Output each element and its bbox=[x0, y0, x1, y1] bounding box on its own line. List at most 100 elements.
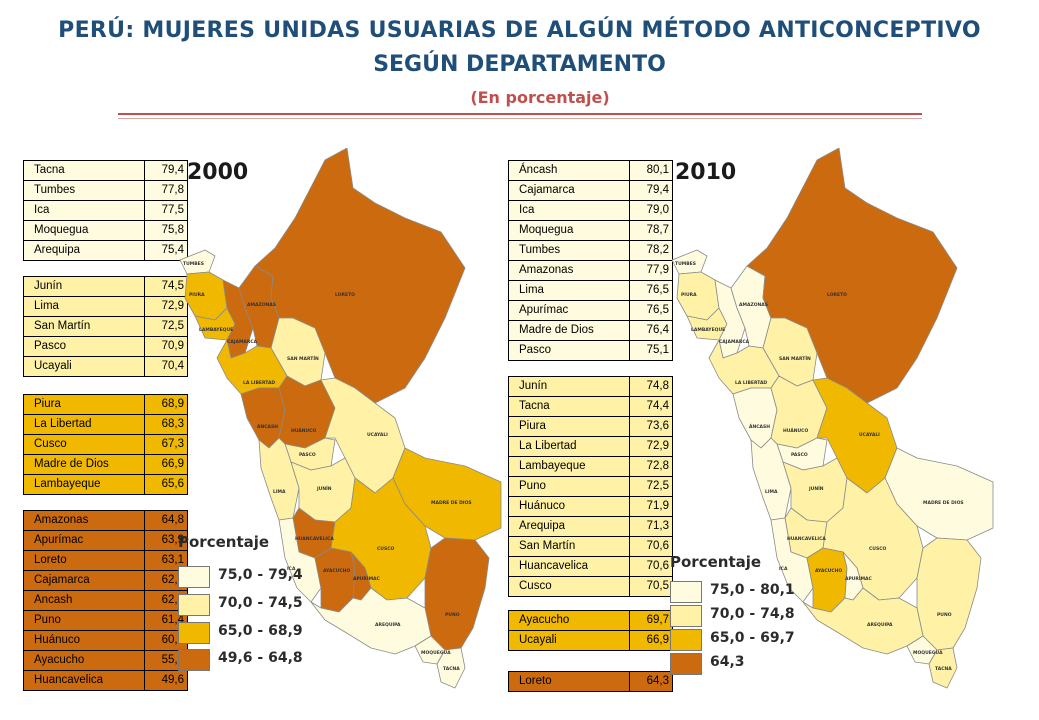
region-label-arequipa: AREQUIPA bbox=[867, 622, 893, 628]
legend-title: Porcentaje bbox=[178, 533, 270, 551]
region-label-apurimac: APURÍMAC bbox=[845, 574, 873, 582]
legend-label: 49,6 - 64,8 bbox=[218, 650, 303, 666]
table-row: Amazonas 77,9 bbox=[508, 260, 673, 281]
table-row: Moquegua 75,8 bbox=[23, 220, 188, 241]
table-row: San Martín 72,5 bbox=[23, 316, 188, 337]
title-rule-thin bbox=[118, 118, 922, 119]
percentage-value: 74,4 bbox=[629, 396, 673, 417]
region-label-san-martin: SAN MARTÍN bbox=[287, 354, 319, 362]
department-name: Ica bbox=[508, 200, 630, 221]
legend-label: 75,0 - 80,1 bbox=[710, 582, 795, 598]
department-name: Puno bbox=[23, 610, 145, 631]
department-name: Moquegua bbox=[508, 220, 630, 241]
region-label-lima: LIMA bbox=[273, 489, 286, 495]
department-name: Apurímac bbox=[508, 300, 630, 321]
department-name: Madre de Dios bbox=[23, 454, 145, 475]
region-tacna bbox=[436, 647, 466, 689]
percentage-value: 74,8 bbox=[629, 376, 673, 397]
department-name: Junín bbox=[23, 276, 145, 297]
department-name: Tacna bbox=[508, 396, 630, 417]
percentage-value: 68,9 bbox=[144, 394, 188, 415]
percentage-value: 77,5 bbox=[144, 200, 188, 221]
department-name: Lambayeque bbox=[23, 474, 145, 495]
region-label-ica: ICA bbox=[287, 566, 296, 572]
legend-swatch bbox=[178, 566, 210, 588]
department-name: Lima bbox=[508, 280, 630, 301]
department-name: Ucayali bbox=[23, 356, 145, 377]
department-name: Junín bbox=[508, 376, 630, 397]
percentage-value: 68,3 bbox=[144, 414, 188, 435]
legend-2000: Porcentaje 75,0 - 79,4 70,0 - 74,5 65,0 … bbox=[178, 533, 328, 673]
region-label-arequipa: AREQUIPA bbox=[375, 622, 401, 628]
percentage-value: 74,5 bbox=[144, 276, 188, 297]
year-label-2000: 2000 bbox=[187, 160, 249, 185]
department-name: Huánuco bbox=[23, 630, 145, 651]
table-row: Lima 76,5 bbox=[508, 280, 673, 301]
region-puno bbox=[916, 537, 982, 651]
table-row: Loreto 64,3 bbox=[508, 671, 673, 692]
value-group-1: Tacna 79,4 Tumbes 77,8 Ica 77,5 Moquegua 75,8 Ar… bbox=[23, 160, 188, 261]
percentage-value: 63,1 bbox=[144, 550, 188, 571]
legend-swatch bbox=[178, 594, 210, 616]
year-label-2010: 2010 bbox=[675, 160, 737, 185]
value-group-4: Loreto 64,3 bbox=[508, 671, 673, 692]
table-row: Cusco 70,5 bbox=[508, 576, 673, 597]
percentage-value: 70,9 bbox=[144, 336, 188, 357]
department-name: Cajamarca bbox=[23, 570, 145, 591]
region-label-moquegua: MOQUEGUA bbox=[421, 650, 451, 656]
department-name: Loreto bbox=[508, 671, 630, 692]
percentage-value: 79,4 bbox=[144, 160, 188, 181]
region-label-moquegua: MOQUEGUA bbox=[913, 650, 943, 656]
region-tacna bbox=[928, 647, 958, 689]
region-label-piura: PIURA bbox=[681, 292, 697, 298]
legend-swatch bbox=[670, 653, 702, 675]
table-row: Puno 61,4 bbox=[23, 610, 188, 631]
percentage-value: 76,5 bbox=[629, 280, 673, 301]
percentage-value: 49,6 bbox=[144, 670, 188, 691]
table-row: Cajamarca 79,4 bbox=[508, 180, 673, 201]
percentage-value: 76,5 bbox=[629, 300, 673, 321]
department-name: Tacna bbox=[23, 160, 145, 181]
map-2000: TUMBES PIURA LAMBAYEQUE CAJAMARCA AMAZONAS LO… bbox=[179, 148, 502, 689]
department-name: Loreto bbox=[23, 550, 145, 571]
percentage-value: 73,6 bbox=[629, 416, 673, 437]
department-name: Arequipa bbox=[508, 516, 630, 537]
percentage-value: 67,3 bbox=[144, 434, 188, 455]
percentage-value: 66,9 bbox=[629, 630, 673, 651]
percentage-value: 72,5 bbox=[629, 476, 673, 497]
percentage-value: 64,3 bbox=[629, 671, 673, 692]
table-row: Huánuco 60,2 bbox=[23, 630, 188, 651]
table-row: Ayacucho 55,4 bbox=[23, 650, 188, 671]
department-name: Cusco bbox=[508, 576, 630, 597]
legend-title: Porcentaje bbox=[670, 553, 762, 571]
legend-label: 65,0 - 68,9 bbox=[218, 623, 303, 639]
value-group-3: Ayacucho 69,7 Ucayali 66,9 bbox=[508, 610, 673, 651]
region-label-huancavelica: HUANCAVELICA bbox=[787, 536, 826, 542]
region-label-ucayali: UCAYALI bbox=[367, 432, 388, 438]
table-row: Piura 68,9 bbox=[23, 394, 188, 415]
region-tumbes bbox=[179, 249, 216, 275]
legend-label: 64,3 bbox=[710, 654, 745, 670]
region-label-tumbes: TUMBES bbox=[183, 261, 204, 267]
department-name: Ayacucho bbox=[23, 650, 145, 671]
table-row: Moquegua 78,7 bbox=[508, 220, 673, 241]
region-label-ancash: ÁNCASH bbox=[749, 423, 770, 430]
table-row: Lambayeque 72,8 bbox=[508, 456, 673, 477]
percentage-value: 72,5 bbox=[144, 316, 188, 337]
table-row: Ayacucho 69,7 bbox=[508, 610, 673, 631]
department-name: Apurímac bbox=[23, 530, 145, 551]
department-name: Huancavelica bbox=[508, 556, 630, 577]
table-row: Tumbes 78,2 bbox=[508, 240, 673, 261]
region-label-ucayali: UCAYALI bbox=[859, 432, 880, 438]
table-row: Madre de Dios 66,9 bbox=[23, 454, 188, 475]
table-row: Tumbes 77,8 bbox=[23, 180, 188, 201]
percentage-value: 75,1 bbox=[629, 340, 673, 361]
percentage-value: 75,4 bbox=[144, 240, 188, 261]
region-label-amazonas: AMAZONAS bbox=[739, 302, 768, 308]
region-label-apurimac: APURÍMAC bbox=[353, 574, 381, 582]
region-label-junin: JUNÍN bbox=[316, 484, 332, 492]
percentage-value: 79,4 bbox=[629, 180, 673, 201]
region-arequipa bbox=[802, 587, 924, 655]
region-label-cajamarca: CAJAMARCA bbox=[719, 339, 750, 345]
region-label-junin: JUNÍN bbox=[808, 484, 824, 492]
